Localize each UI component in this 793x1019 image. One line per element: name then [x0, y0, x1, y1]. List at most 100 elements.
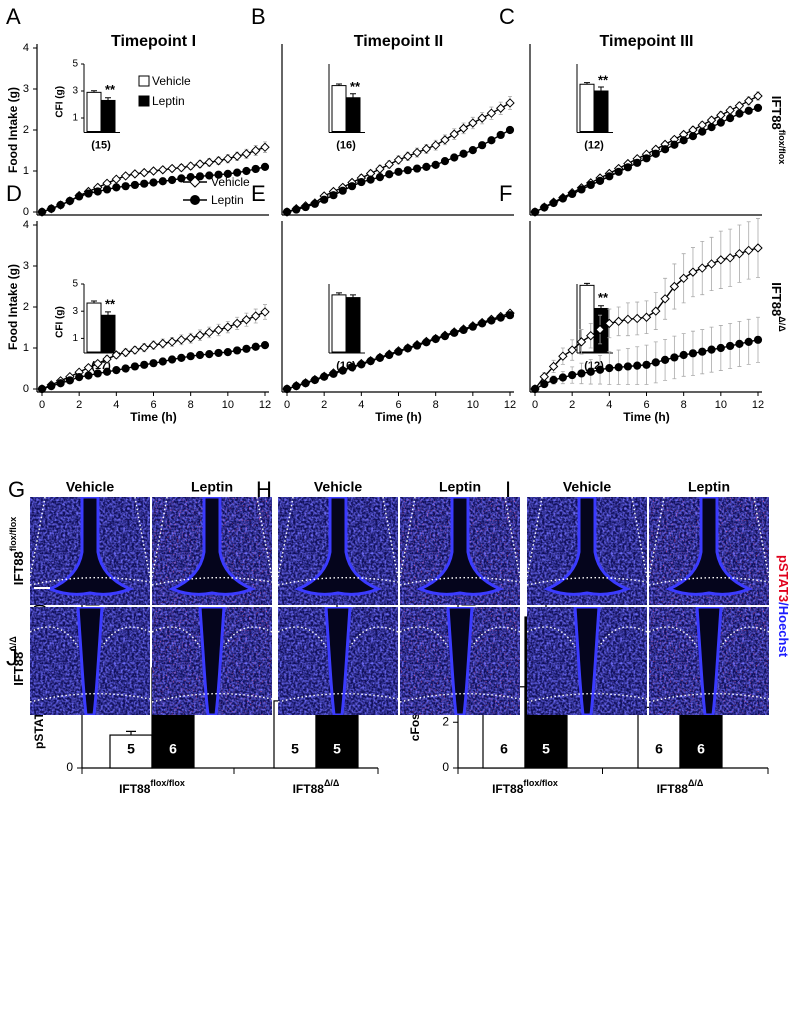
marker	[233, 168, 242, 177]
micrograph	[152, 607, 272, 715]
marker	[450, 153, 459, 162]
marker	[84, 189, 93, 198]
marker	[403, 344, 412, 353]
marker	[251, 145, 261, 156]
marker	[540, 379, 549, 389]
marker	[195, 159, 205, 169]
marker	[412, 164, 422, 173]
x-axis-label: Time (h)	[130, 410, 176, 424]
marker	[177, 353, 186, 362]
marker	[241, 149, 252, 159]
marker	[486, 108, 497, 118]
marker	[735, 339, 744, 348]
micrograph	[400, 607, 520, 715]
marker	[670, 140, 679, 149]
marker	[412, 341, 422, 350]
panel-letter: B	[251, 4, 266, 29]
marker	[301, 379, 310, 388]
marker	[292, 205, 301, 214]
marker	[422, 338, 431, 347]
marker	[130, 345, 140, 355]
x-tick-label: 12	[752, 399, 764, 411]
x-tick-label: 2	[76, 399, 82, 411]
marker	[505, 98, 515, 108]
x-tick-label: IFT88Δ/Δ	[657, 778, 704, 796]
row-label: IFT88Δ/Δ	[8, 636, 26, 686]
marker	[260, 162, 270, 171]
row-label-sup: Δ/Δ	[777, 316, 787, 332]
marker	[130, 169, 140, 179]
marker	[37, 384, 47, 394]
marker	[214, 348, 223, 358]
inset-tick-label: 1	[72, 333, 78, 344]
inset-bar	[579, 83, 595, 132]
y-tick-label: 0	[23, 206, 29, 218]
marker	[111, 350, 122, 360]
x-tick-label: 6	[643, 399, 649, 411]
x-tick-label: 0	[39, 399, 45, 411]
marker	[195, 350, 205, 360]
marker	[440, 332, 450, 341]
marker	[706, 259, 717, 269]
marker	[375, 164, 385, 174]
marker	[651, 306, 661, 316]
panel-letter: H	[256, 477, 272, 502]
x-tick-label: 10	[715, 399, 727, 411]
bar	[109, 734, 153, 769]
marker	[549, 198, 558, 208]
marker	[716, 118, 725, 127]
marker	[595, 365, 605, 374]
marker	[735, 109, 744, 118]
region-outline	[152, 497, 272, 586]
marker	[651, 149, 660, 158]
ventricle	[76, 607, 104, 715]
column-header: Leptin	[688, 479, 730, 495]
inset-tick-label: 5	[72, 279, 78, 290]
marker	[366, 175, 375, 184]
inset-error-bar	[350, 93, 356, 98]
inset-tick-label: 5	[72, 59, 78, 70]
marker	[633, 158, 642, 167]
x-tick-label: 10	[467, 399, 479, 411]
marker	[440, 157, 450, 166]
marker	[338, 186, 347, 195]
micrograph	[152, 497, 272, 605]
marker	[158, 357, 167, 366]
marker	[688, 132, 698, 141]
x-tick-label: IFT88flox/flox	[119, 778, 185, 796]
marker	[223, 322, 233, 332]
marker	[623, 163, 633, 172]
x-tick-label: IFT88flox/flox	[492, 778, 558, 796]
marker	[614, 363, 623, 372]
marker	[213, 156, 224, 166]
marker	[223, 169, 232, 178]
x-tick-label-sup: Δ/Δ	[688, 778, 704, 788]
marker	[102, 185, 112, 194]
marker	[478, 319, 487, 328]
inset-bar	[86, 302, 102, 353]
marker	[149, 359, 158, 368]
inset-n-label: (12)	[584, 139, 604, 151]
inset-legend-label: Leptin	[152, 94, 185, 108]
stain-pstat3: pSTAT3	[776, 555, 791, 602]
marker	[753, 91, 763, 101]
marker	[214, 170, 223, 179]
marker	[329, 369, 338, 378]
x-tick-label: 10	[222, 399, 234, 411]
marker	[651, 358, 660, 367]
region-outline	[152, 626, 272, 703]
marker	[642, 360, 651, 369]
marker	[604, 318, 615, 329]
inset-tick-label: 3	[72, 86, 78, 97]
inset-significance: **	[105, 297, 116, 312]
marker	[120, 347, 131, 358]
marker	[753, 243, 763, 253]
marker	[167, 355, 177, 364]
marker	[505, 125, 515, 135]
y-tick-label: 0	[66, 760, 73, 774]
region-outline	[649, 497, 769, 586]
marker	[614, 167, 623, 176]
marker	[623, 362, 633, 371]
marker	[403, 166, 412, 175]
marker	[84, 371, 93, 380]
